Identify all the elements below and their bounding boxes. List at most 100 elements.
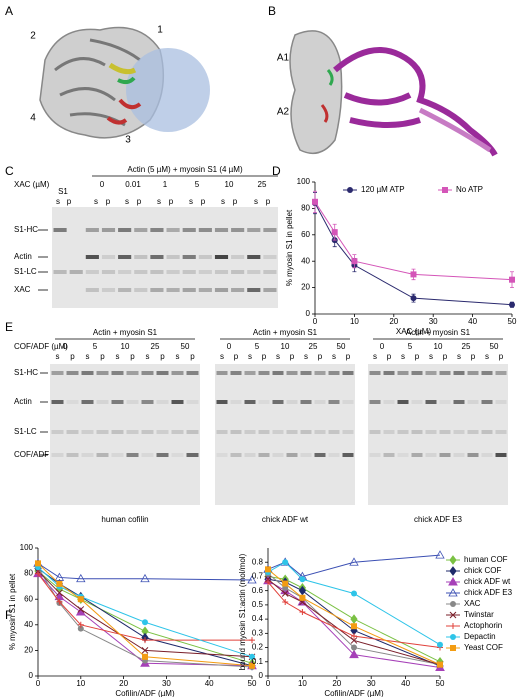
gel-band bbox=[383, 430, 395, 434]
gel-band bbox=[481, 453, 493, 457]
fraction-label: s bbox=[254, 197, 258, 206]
marker bbox=[76, 573, 86, 583]
marker bbox=[282, 580, 289, 587]
legend-label: No ATP bbox=[456, 185, 483, 194]
marker bbox=[265, 579, 271, 586]
gel-band bbox=[425, 430, 437, 434]
legend-marker bbox=[347, 187, 353, 193]
marker bbox=[449, 566, 457, 576]
gel-band bbox=[231, 270, 245, 274]
y-tick-label: 0.4 bbox=[252, 614, 264, 623]
gel-band bbox=[231, 288, 245, 292]
gel-band bbox=[69, 270, 83, 274]
structure-label: 1 bbox=[157, 25, 163, 36]
gel-band bbox=[481, 400, 493, 404]
gel-band bbox=[439, 453, 451, 457]
marker bbox=[450, 634, 456, 640]
marker bbox=[448, 576, 458, 586]
y-tick-label: 20 bbox=[301, 283, 310, 292]
gel-band bbox=[156, 400, 169, 404]
marker bbox=[77, 621, 84, 628]
fraction-label: s bbox=[116, 352, 120, 361]
marker bbox=[142, 619, 148, 626]
x-tick-label: 40 bbox=[401, 679, 410, 688]
gel-band bbox=[286, 430, 298, 434]
legend-label: 120 µM ATP bbox=[361, 185, 405, 194]
marker bbox=[449, 555, 457, 565]
fraction-label: p bbox=[67, 197, 72, 206]
marker bbox=[350, 614, 358, 624]
gel-band bbox=[166, 255, 180, 259]
marker bbox=[282, 559, 289, 566]
concentration: 25 bbox=[462, 342, 471, 351]
fraction-label: s bbox=[157, 197, 161, 206]
gel-band bbox=[171, 371, 184, 375]
gel-band bbox=[263, 228, 277, 232]
gel-band bbox=[369, 400, 381, 404]
gel-band bbox=[96, 400, 109, 404]
gel-band bbox=[111, 371, 124, 375]
marker bbox=[312, 198, 318, 205]
gel-band bbox=[286, 400, 298, 404]
concentration: 50 bbox=[337, 342, 346, 351]
marker bbox=[141, 647, 149, 654]
gel-band bbox=[230, 430, 242, 434]
gel-band bbox=[481, 430, 493, 434]
marker bbox=[351, 644, 357, 651]
gel-band bbox=[198, 228, 212, 232]
y-tick-label: 0.1 bbox=[252, 657, 264, 666]
gel-band bbox=[328, 453, 340, 457]
gel-band bbox=[300, 430, 312, 434]
gel-band bbox=[481, 371, 493, 375]
gel-header: Actin (5 µM) + myosin S1 (4 µM) bbox=[127, 165, 243, 174]
gel-band bbox=[453, 371, 465, 375]
gel-band bbox=[258, 430, 270, 434]
y-tick-label: 0.2 bbox=[252, 643, 264, 652]
gel-band bbox=[150, 228, 164, 232]
gel-band bbox=[263, 270, 277, 274]
marker bbox=[349, 557, 359, 566]
gel-band bbox=[328, 400, 340, 404]
structure-label: A1 bbox=[277, 53, 290, 64]
fraction-label: p bbox=[499, 352, 504, 361]
fraction-label: s bbox=[221, 197, 225, 206]
legend-marker bbox=[442, 187, 448, 193]
y-tick-label: 0.6 bbox=[252, 586, 264, 595]
marker bbox=[351, 590, 357, 597]
gel-band bbox=[118, 255, 132, 259]
panel-label: A bbox=[5, 4, 13, 18]
fraction-label: s bbox=[485, 352, 489, 361]
gel-band bbox=[231, 228, 245, 232]
gel-band bbox=[216, 400, 228, 404]
gel-band bbox=[150, 255, 164, 259]
fraction-label: s bbox=[276, 352, 280, 361]
marker bbox=[410, 295, 417, 302]
gel-band bbox=[118, 228, 132, 232]
gel-band bbox=[439, 400, 451, 404]
concentration: 5 bbox=[255, 342, 260, 351]
fraction-label: s bbox=[248, 352, 252, 361]
gel-band bbox=[369, 453, 381, 457]
gel-band bbox=[369, 430, 381, 434]
gel-band bbox=[263, 255, 277, 259]
marker bbox=[299, 576, 306, 583]
gel-band bbox=[53, 228, 67, 232]
concentration: 0 bbox=[227, 342, 232, 351]
gel-band bbox=[85, 288, 99, 292]
gel-band bbox=[247, 270, 261, 274]
y-tick-label: 40 bbox=[301, 256, 310, 265]
y-tick-label: 100 bbox=[20, 543, 34, 552]
gel-caption: human cofilin bbox=[101, 515, 148, 524]
concentration: 50 bbox=[181, 342, 190, 351]
gel-band bbox=[439, 371, 451, 375]
gel-band bbox=[495, 453, 507, 457]
gel-band bbox=[495, 371, 507, 375]
gel-band bbox=[182, 288, 196, 292]
panel-label: D bbox=[272, 164, 281, 178]
gel-band bbox=[411, 430, 423, 434]
fraction-label: p bbox=[443, 352, 448, 361]
gel-band bbox=[134, 228, 148, 232]
gel-band bbox=[397, 400, 409, 404]
y-axis-label: % myosin S1 in pellet bbox=[285, 209, 294, 286]
